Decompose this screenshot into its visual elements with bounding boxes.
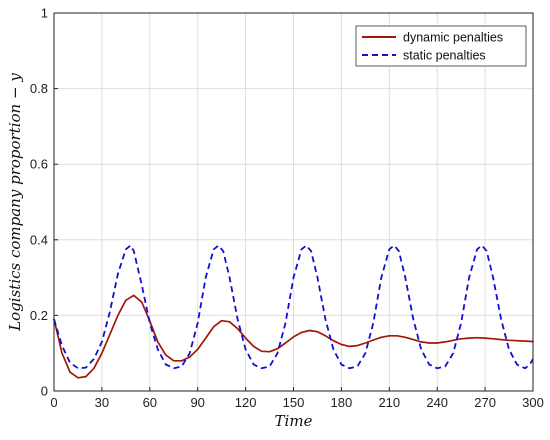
legend-label-static-penalties: static penalties [403, 49, 486, 63]
x-tick-label: 90 [190, 395, 204, 410]
y-axis-label: Logistics company proportion − y [6, 73, 24, 332]
y-tick-label: 0.4 [30, 232, 48, 247]
legend-box [355, 25, 527, 67]
x-axis-label: Time [275, 412, 313, 430]
series-line-static-penalties [53, 244, 534, 370]
y-tick-label: 0.8 [30, 81, 48, 96]
y-tick-label: 0.2 [30, 308, 48, 323]
y-tick-label: 1 [41, 6, 48, 21]
legend-label-dynamic-penalties: dynamic penalties [403, 31, 503, 45]
x-tick-label: 270 [474, 395, 496, 410]
y-tick-label: 0 [41, 384, 48, 399]
series-line-dynamic-penalties [53, 294, 534, 379]
x-tick-labels: 0 30 60 90 120 150 180 210 240 270 300 [50, 395, 543, 410]
y-tick-labels: 0 0.2 0.4 0.6 0.8 1 [30, 6, 48, 399]
series-layer [53, 244, 534, 379]
legend: dynamic penalties static penalties [355, 25, 527, 67]
x-tick-label: 240 [426, 395, 448, 410]
x-tick-label: 60 [143, 395, 157, 410]
x-tick-label: 30 [95, 395, 109, 410]
axis-ticks [53, 12, 534, 392]
x-tick-label: 180 [331, 395, 353, 410]
y-tick-label: 0.6 [30, 157, 48, 172]
x-tick-label: 0 [50, 395, 57, 410]
x-tick-label: 300 [522, 395, 544, 410]
x-tick-label: 150 [283, 395, 305, 410]
x-tick-label: 210 [378, 395, 400, 410]
x-tick-label: 120 [235, 395, 257, 410]
